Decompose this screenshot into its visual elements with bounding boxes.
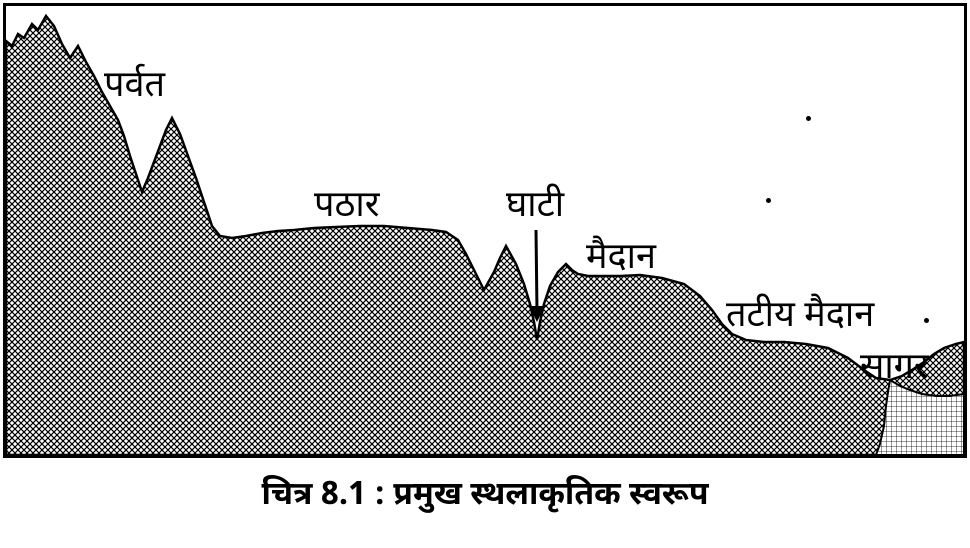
label-plain: मैदान [586, 236, 656, 283]
label-coastal-plain: तटीय मैदान [726, 294, 874, 341]
valley-arrow [529, 230, 545, 322]
landform-diagram-frame: पर्वत पठार घाटी मैदान तटीय मैदान सागर [3, 3, 967, 458]
label-mountain: पर्वत [104, 64, 165, 111]
decorative-dot [766, 198, 771, 203]
decorative-dot [806, 116, 811, 121]
label-plateau: पठार [314, 184, 379, 231]
figure-caption: चित्र 8.1 : प्रमुख स्थलाकृतिक स्वरूप [0, 476, 970, 518]
label-valley: घाटी [506, 184, 564, 231]
decorative-dot [924, 318, 929, 323]
label-sea: सागर [860, 346, 929, 393]
